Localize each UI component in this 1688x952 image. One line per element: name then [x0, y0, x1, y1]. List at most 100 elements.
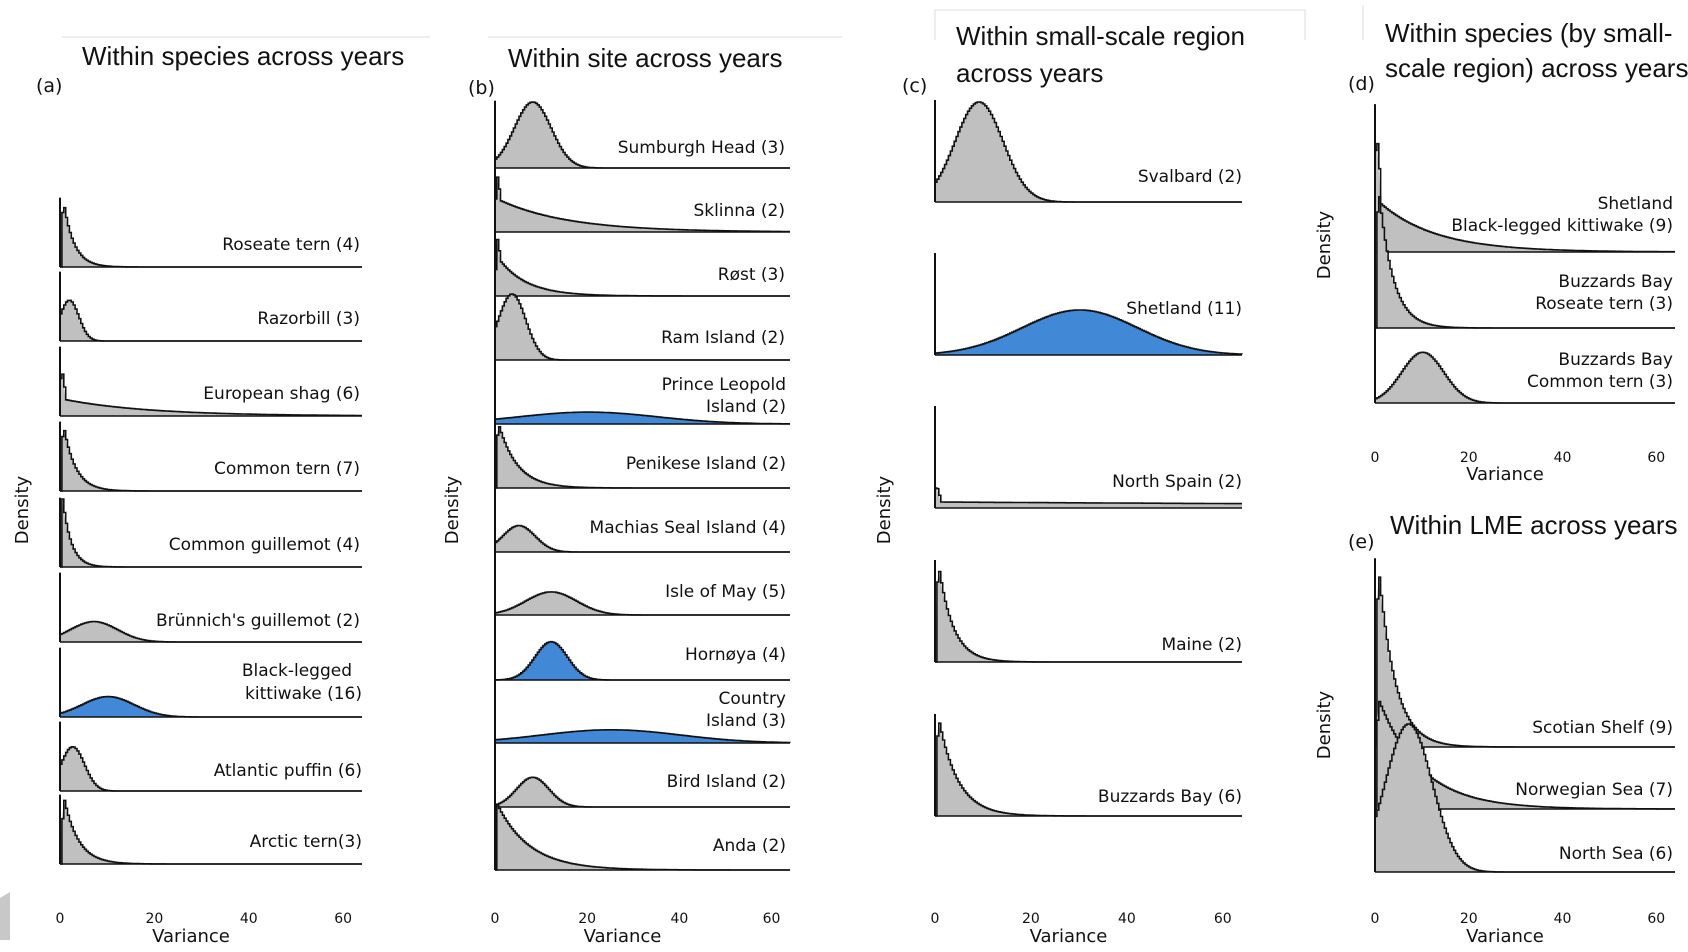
ridge-label: Arctic tern(3): [250, 832, 362, 852]
ridge-label-line: Buzzards Bay: [1558, 350, 1673, 370]
ridge-area: [495, 426, 790, 488]
ridge-label-line: Razorbill (3): [257, 309, 360, 329]
ridge-label-line: Island (3): [706, 711, 786, 731]
ridge-label: Shetland Black-legged kittiwake (9): [1451, 194, 1673, 236]
ridge-label-line: Isle of May (5): [665, 582, 786, 602]
ridge-label: Common tern (7): [214, 459, 360, 479]
ridge-label: Roseate tern (4): [222, 235, 360, 255]
panel-title: Within species (by small-scale region) a…: [1385, 18, 1688, 83]
y-axis-label: Density: [442, 475, 463, 544]
ridge-outline: [495, 411, 790, 425]
x-axis-label: Variance: [1466, 926, 1544, 947]
ridge-label-line: Shetland (11): [1126, 299, 1242, 319]
panel-label: (b): [468, 77, 495, 99]
panel-title: Within LME across years: [1390, 510, 1678, 540]
panel-title: Within site across years: [508, 43, 783, 73]
x-tick-label: 0: [931, 911, 940, 927]
ridge-label-line: Bird Island (2): [667, 772, 786, 792]
ridge-label: North Spain (2): [1112, 472, 1242, 492]
ridge-area: [60, 696, 362, 717]
ridge-area: [60, 374, 362, 416]
ridge-label-line: Penikese Island (2): [626, 454, 786, 474]
ridge-label-line: Sumburgh Head (3): [618, 138, 785, 158]
x-tick-label: 60: [1647, 450, 1665, 466]
ridge-label: Sumburgh Head (3): [618, 138, 785, 158]
ridge-label: Bird Island (2): [667, 772, 786, 792]
y-axis-label: Density: [1314, 210, 1335, 279]
y-axis-label: Density: [874, 475, 895, 544]
ridge-label: Prince Leopold Island (2): [662, 375, 786, 417]
ridge-label-line: Common tern (3): [1527, 372, 1673, 392]
ridge-label-line: Ram Island (2): [661, 328, 785, 348]
panel-label: (e): [1348, 531, 1375, 553]
x-tick-label: 40: [1554, 450, 1572, 466]
ridge-label: Norwegian Sea (7): [1515, 780, 1673, 800]
ridge-label: Shetland (11): [1126, 299, 1242, 319]
ridge-outline: [60, 498, 362, 568]
ridge-area: [495, 412, 790, 424]
ridge-label: European shag (6): [203, 384, 360, 404]
ridge-label-line: Common guillemot (4): [169, 535, 360, 555]
ridge-label-line: North Sea (6): [1559, 844, 1673, 864]
ridge-label-line: Roseate tern (3): [1535, 294, 1673, 314]
panel-b: Within site across years (b) Density Varian…: [442, 43, 791, 947]
ridge-area: [1375, 724, 1675, 872]
ridge-label-line: Shetland: [1598, 194, 1673, 214]
x-tick-label: 20: [1460, 911, 1478, 927]
ridge-area: [495, 641, 790, 680]
ridge-area: [495, 239, 790, 296]
title-box-c-border: [934, 9, 1306, 40]
panel-label: (a): [36, 75, 62, 97]
x-axis-label: Variance: [584, 926, 662, 947]
y-axis-label: Density: [12, 475, 33, 544]
ridge-outline: [935, 309, 1243, 355]
ridge-label-line: Atlantic puffin (6): [214, 761, 362, 781]
ridge-label-line: Anda (2): [713, 836, 786, 856]
ridge-area: [935, 723, 1242, 816]
x-tick-label: 0: [56, 911, 65, 927]
x-tick-label: 20: [145, 911, 163, 927]
ridge-label-line: kittiwake (16): [245, 684, 362, 704]
ridge-label: Atlantic puffin (6): [214, 761, 362, 781]
ridge-label-line: Roseate tern (4): [222, 235, 360, 255]
ridge-label: Razorbill (3): [257, 309, 360, 329]
ridge-label-line: Black-legged: [242, 661, 352, 681]
ridge-area: [935, 102, 1242, 202]
ridge-area: [935, 571, 1242, 662]
ridge-outline: [495, 293, 790, 361]
ridge-area: [1375, 143, 1675, 252]
ridge-label: Buzzards Bay Roseate tern (3): [1535, 272, 1673, 314]
panel-title: Within species across years: [82, 41, 404, 71]
panel-e: Within LME across years (e) Density Varianc…: [1314, 510, 1678, 947]
y-axis-label: Density: [1314, 690, 1335, 759]
ridge-label-line: Country: [718, 689, 786, 709]
ridge-label-line: Scotian Shelf (9): [1532, 718, 1673, 738]
ridge-area: [495, 177, 790, 232]
ridge-label: Machias Seal Island (4): [590, 518, 786, 538]
ridge-label-line: Norwegian Sea (7): [1515, 780, 1673, 800]
ridge-label: Scotian Shelf (9): [1532, 718, 1673, 738]
ridge-label: Sklinna (2): [693, 201, 785, 221]
ridge-area: [60, 800, 362, 864]
ridge-area: [60, 499, 362, 567]
ridge-label: Penikese Island (2): [626, 454, 786, 474]
ridge-label-line: Svalbard (2): [1138, 167, 1242, 187]
x-tick-label: 0: [1371, 911, 1380, 927]
ridge-label: Isle of May (5): [665, 582, 786, 602]
ridge-label-line: Machias Seal Island (4): [590, 518, 786, 538]
ridge-label-line: Maine (2): [1161, 635, 1242, 655]
ridge-label: Country Island (3): [706, 689, 786, 731]
x-tick-label: 40: [670, 911, 688, 927]
ridge-label-line: Common tern (7): [214, 459, 360, 479]
ridge-label-line: Buzzards Bay: [1558, 272, 1673, 292]
ridge-label: Ram Island (2): [661, 328, 785, 348]
ridge-outline: [60, 373, 362, 417]
ridge-area: [495, 294, 790, 360]
x-tick-label: 60: [1214, 911, 1232, 927]
x-tick-label: 40: [1554, 911, 1572, 927]
panel-title-line: Within species (by small-: [1385, 18, 1673, 48]
ridge-outline: [935, 487, 1242, 505]
ridge-label: Brünnich's guillemot (2): [156, 611, 360, 631]
ridge-outline: [495, 729, 791, 744]
